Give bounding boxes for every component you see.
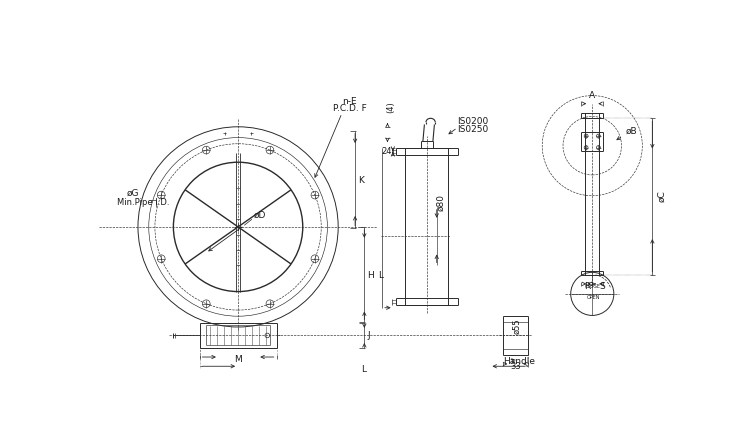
Text: S: S (599, 282, 605, 291)
Text: Handle: Handle (503, 357, 536, 366)
Text: R: R (584, 282, 590, 291)
Text: H: H (368, 270, 374, 279)
Text: øG: øG (127, 189, 139, 198)
Text: 24: 24 (382, 147, 392, 156)
Text: ø55: ø55 (512, 318, 521, 333)
Text: P.C.D. F: P.C.D. F (333, 104, 367, 113)
Text: øB: øB (626, 127, 637, 136)
Text: (4): (4) (387, 101, 396, 114)
Text: IS0200: IS0200 (458, 118, 489, 127)
Text: 33: 33 (510, 363, 520, 371)
Text: L: L (362, 365, 366, 374)
Text: CLOSE: CLOSE (585, 284, 601, 289)
Text: M: M (234, 355, 242, 364)
Text: Min.Pipe I.D.: Min.Pipe I.D. (117, 198, 170, 207)
Text: OPEN: OPEN (586, 295, 600, 300)
Text: K: K (358, 176, 364, 185)
Text: J: J (368, 331, 370, 340)
Text: n-E: n-E (343, 97, 357, 105)
Text: ø80: ø80 (436, 194, 445, 211)
Text: A: A (590, 91, 596, 100)
Text: øD: øD (254, 211, 266, 219)
Text: øC: øC (657, 190, 666, 202)
Text: IS0250: IS0250 (458, 125, 489, 134)
Text: L: L (378, 271, 383, 280)
